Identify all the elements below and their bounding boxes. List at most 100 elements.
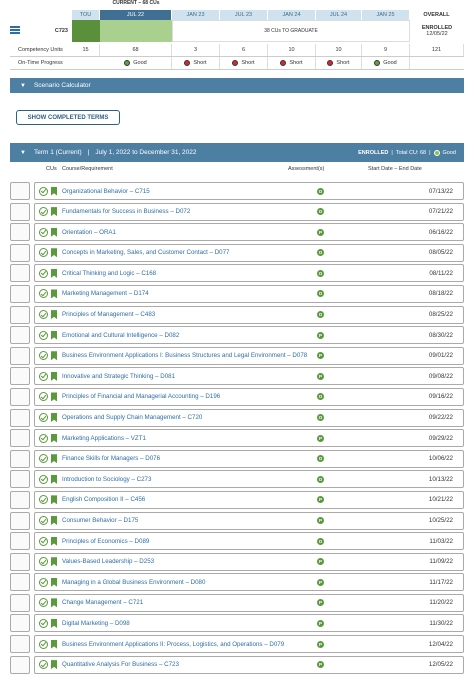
check-icon (39, 660, 48, 670)
course-name[interactable]: Principles of Financial and Managerial A… (62, 393, 221, 401)
assessment-badge: O (317, 311, 324, 319)
assessment-badge: O (317, 393, 324, 401)
course-body[interactable]: English Composition II – C456 P 10/21/22 (34, 490, 464, 509)
course-row: Business Environment Applications II: Pr… (10, 635, 464, 654)
course-row: Finance Skills for Managers – D076 O 10/06… (10, 449, 464, 468)
assessment-badge: O (317, 249, 324, 257)
menu-icon[interactable] (10, 26, 20, 34)
bookmark-icon (51, 577, 57, 587)
cu-box (10, 655, 30, 674)
course-body[interactable]: Finance Skills for Managers – D076 O 10/06… (34, 449, 464, 468)
course-body[interactable]: Operations and Supply Chain Management –… (34, 408, 464, 427)
course-name[interactable]: Consumer Behavior – D175 (62, 517, 139, 524)
end-date: 11/09/22 (429, 558, 453, 566)
cu-box (10, 326, 30, 345)
course-body[interactable]: Emotional and Cultural Intelligence – D0… (34, 326, 464, 345)
end-date: 09/08/22 (428, 372, 453, 380)
course-name[interactable]: Operations and Supply Chain Management –… (62, 414, 203, 422)
course-body[interactable]: Principles of Management – C483 O 08/25/22 (34, 305, 464, 324)
course-body[interactable]: Values-Based Leadership – D253 P 11/09/22 (34, 552, 464, 571)
course-name[interactable]: Change Management – C721 (62, 599, 144, 607)
course-name[interactable]: Organizational Behavior – C715 (62, 187, 150, 195)
cell-text: 10 (288, 47, 295, 53)
show-completed-button[interactable]: SHOW COMPLETED TERMS (16, 110, 120, 125)
course-body[interactable]: Business Environment Applications I: Bus… (34, 346, 464, 365)
course-name[interactable]: English Composition II – C456 (62, 496, 146, 504)
course-row: Digital Marketing – D098 P 11/30/22 (10, 614, 464, 633)
course-name[interactable]: Values-Based Leadership – D253 (62, 558, 155, 566)
course-name[interactable]: Digital Marketing – D098 (62, 619, 130, 627)
bookmark-icon (51, 351, 57, 361)
course-body[interactable]: Orientation – ORA1 P 06/16/22 (34, 223, 464, 242)
column-header: JAN 25 (362, 10, 410, 20)
cell-text: 9 (383, 47, 388, 53)
cu-value: 3 (172, 44, 220, 56)
status-dot (232, 60, 239, 66)
end-date: 11/17/22 (429, 578, 453, 586)
course-name[interactable]: Fundamentals for Success in Business – D… (62, 208, 191, 216)
course-body[interactable]: Principles of Financial and Managerial A… (34, 387, 464, 406)
cu-value: 9 (362, 44, 410, 56)
cu-box (10, 202, 30, 221)
course-body[interactable]: Consumer Behavior – D175 P 10/25/22 (34, 511, 464, 530)
course-body[interactable]: Critical Thinking and Logic – C168 O 08/11… (34, 264, 464, 283)
course-name[interactable]: Quantitative Analysis For Business – C72… (62, 661, 179, 669)
course-name[interactable]: Finance Skills for Managers – D076 (62, 455, 161, 463)
assessment-badge: P (317, 558, 324, 566)
cell-text: Good (133, 60, 147, 66)
course-body[interactable]: Managing in a Global Business Environmen… (34, 573, 464, 592)
course-name[interactable]: Innovative and Strategic Thinking – D081 (62, 372, 176, 380)
assessment-badge: O (317, 269, 324, 277)
assessment-badge: O (317, 537, 324, 545)
course-body[interactable]: Concepts in Marketing, Sales, and Custom… (34, 243, 464, 262)
course-body[interactable]: Marketing Management – D174 O 08/18/22 (34, 284, 464, 303)
course-body[interactable]: Principles of Economics – D089 O 11/03/22 (34, 532, 464, 551)
bookmark-icon (51, 536, 57, 546)
bookmark-icon (51, 248, 57, 258)
end-date: 08/11/22 (429, 269, 453, 277)
course-name[interactable]: Business Environment Applications I: Bus… (62, 352, 308, 360)
course-name[interactable]: Introduction to Sociology – C273 (62, 475, 152, 483)
cu-box (10, 490, 30, 509)
course-name[interactable]: Business Environment Applications II: Pr… (62, 640, 285, 648)
bookmark-icon (51, 557, 57, 567)
course-name[interactable]: Emotional and Cultural Intelligence – D0… (62, 331, 180, 339)
assessment-badge: P (317, 619, 324, 627)
check-icon (39, 598, 48, 608)
course-name[interactable]: Managing in a Global Business Environmen… (62, 578, 206, 586)
course-name[interactable]: Concepts in Marketing, Sales, and Custom… (62, 249, 230, 257)
check-icon (39, 495, 48, 505)
check-icon (39, 413, 48, 423)
course-body[interactable]: Marketing Applications – VZT1 P 09/29/22 (34, 429, 464, 448)
course-body[interactable]: Business Environment Applications II: Pr… (34, 635, 464, 654)
course-name[interactable]: Orientation – ORA1 (62, 228, 116, 236)
course-name[interactable]: Marketing Management – D174 (62, 290, 149, 298)
cu-box (10, 408, 30, 427)
course-name[interactable]: Principles of Management – C483 (62, 311, 156, 319)
end-date: 08/18/22 (428, 290, 453, 298)
course-body[interactable]: Fundamentals for Success in Business – D… (34, 202, 464, 221)
course-body[interactable]: Introduction to Sociology – C273 O 10/13/2… (34, 470, 464, 489)
course-body[interactable]: Quantitative Analysis For Business – C72… (34, 655, 464, 674)
course-body[interactable]: Change Management – C721 P 11/20/22 (34, 593, 464, 612)
assessment-badge: P (317, 496, 324, 504)
course-body[interactable]: Innovative and Strategic Thinking – D081… (34, 367, 464, 386)
check-icon (39, 433, 48, 443)
course-row: Principles of Economics – D089 O 11/03/22 (10, 532, 464, 551)
course-name[interactable]: Principles of Economics – D089 (62, 537, 150, 545)
course-name[interactable]: Critical Thinking and Logic – C168 (62, 269, 157, 277)
bookmark-icon (51, 207, 57, 217)
term-dates: July 1, 2022 to December 31, 2022 (95, 149, 197, 156)
bookmark-icon (51, 598, 57, 608)
row-label: Competency Units (18, 47, 63, 53)
term-header[interactable]: ▼ Term 1 (Current) | July 1, 2022 to Dec… (10, 143, 464, 162)
course-body[interactable]: Digital Marketing – D098 P 11/30/22 (34, 614, 464, 633)
enrolled-label: ENROLLED (421, 25, 453, 31)
cu-box (10, 264, 30, 283)
scenario-bar[interactable]: ▼ Scenario Calculator (10, 78, 464, 93)
term-total: Total CU: 68 (395, 149, 427, 156)
status-dot (327, 60, 334, 66)
course-row: Concepts in Marketing, Sales, and Custom… (10, 243, 464, 262)
course-body[interactable]: Organizational Behavior – C715 O 07/13/22 (34, 182, 464, 200)
course-name[interactable]: Marketing Applications – VZT1 (62, 434, 146, 442)
